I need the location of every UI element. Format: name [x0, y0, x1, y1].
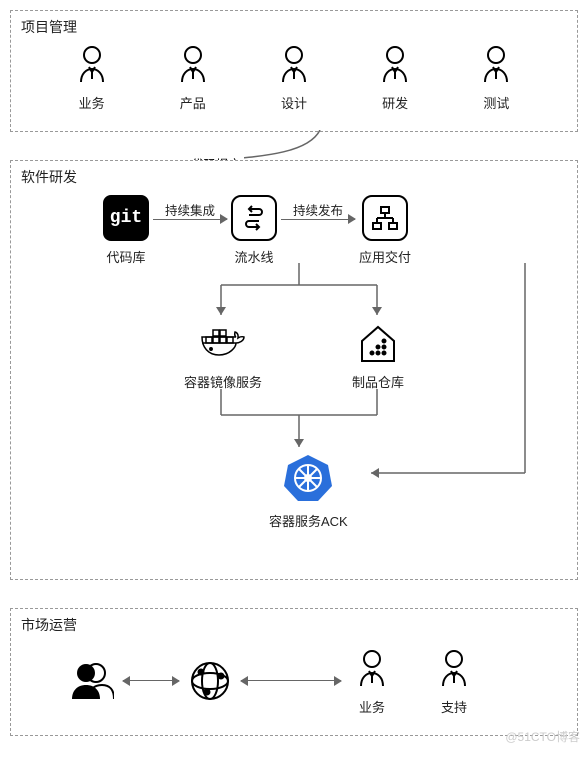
- role-node: 测试: [473, 41, 519, 112]
- edge-deploy-to-ack: [341, 263, 541, 483]
- role-node: 支持: [431, 645, 477, 716]
- docker-icon: [197, 320, 249, 366]
- deploy-icon: [362, 195, 408, 241]
- git-label: 代码库: [106, 247, 145, 266]
- panel-title-ops: 市场运营: [21, 615, 77, 635]
- users-icon: [67, 658, 115, 704]
- panel-title-pm: 项目管理: [21, 17, 77, 37]
- person-icon: [349, 645, 395, 691]
- deploy-node: 应用交付: [359, 195, 411, 266]
- person-icon: [170, 41, 216, 87]
- role-label: 产品: [180, 93, 206, 112]
- role-node: 研发: [372, 41, 418, 112]
- role-label: 设计: [281, 93, 307, 112]
- watermark: @51CTO博客: [505, 728, 580, 745]
- git-icon: git: [103, 195, 149, 241]
- edge-ci: 持续集成: [153, 218, 227, 220]
- users-node: [67, 658, 115, 704]
- image-service-node: 容器镜像服务: [184, 320, 262, 391]
- git-node: git 代码库: [103, 195, 149, 266]
- person-icon: [69, 41, 115, 87]
- person-icon: [431, 645, 477, 691]
- role-label: 业务: [79, 93, 105, 112]
- role-label: 支持: [441, 697, 467, 716]
- edge-users-globe: [123, 680, 179, 682]
- kubernetes-icon: [281, 451, 335, 505]
- panel-project-management: 项目管理 业务 产品: [10, 10, 578, 132]
- panel-market-ops: 市场运营: [10, 608, 578, 736]
- edge-label-ci: 持续集成: [153, 200, 227, 219]
- pipeline-node: 流水线: [231, 195, 277, 266]
- ack-node: 容器服务ACK: [269, 451, 348, 530]
- panel-title-dev: 软件研发: [21, 167, 77, 187]
- person-icon: [473, 41, 519, 87]
- role-node: 业务: [349, 645, 395, 716]
- role-node: 业务: [69, 41, 115, 112]
- globe-node: [187, 658, 233, 704]
- role-label: 业务: [359, 697, 385, 716]
- role-label: 测试: [483, 93, 509, 112]
- person-icon: [372, 41, 418, 87]
- panel-software-dev: 软件研发 git 代码库 持续集成 流水线 持续发布: [10, 160, 578, 580]
- edge-label-cd: 持续发布: [281, 200, 355, 219]
- ack-label: 容器服务ACK: [269, 511, 348, 530]
- person-icon: [271, 41, 317, 87]
- globe-icon: [187, 658, 233, 704]
- pipeline-icon: [231, 195, 277, 241]
- role-node: 设计: [271, 41, 317, 112]
- edge-globe-biz: [241, 680, 341, 682]
- role-label: 研发: [382, 93, 408, 112]
- edge-cd: 持续发布: [281, 218, 355, 220]
- role-node: 产品: [170, 41, 216, 112]
